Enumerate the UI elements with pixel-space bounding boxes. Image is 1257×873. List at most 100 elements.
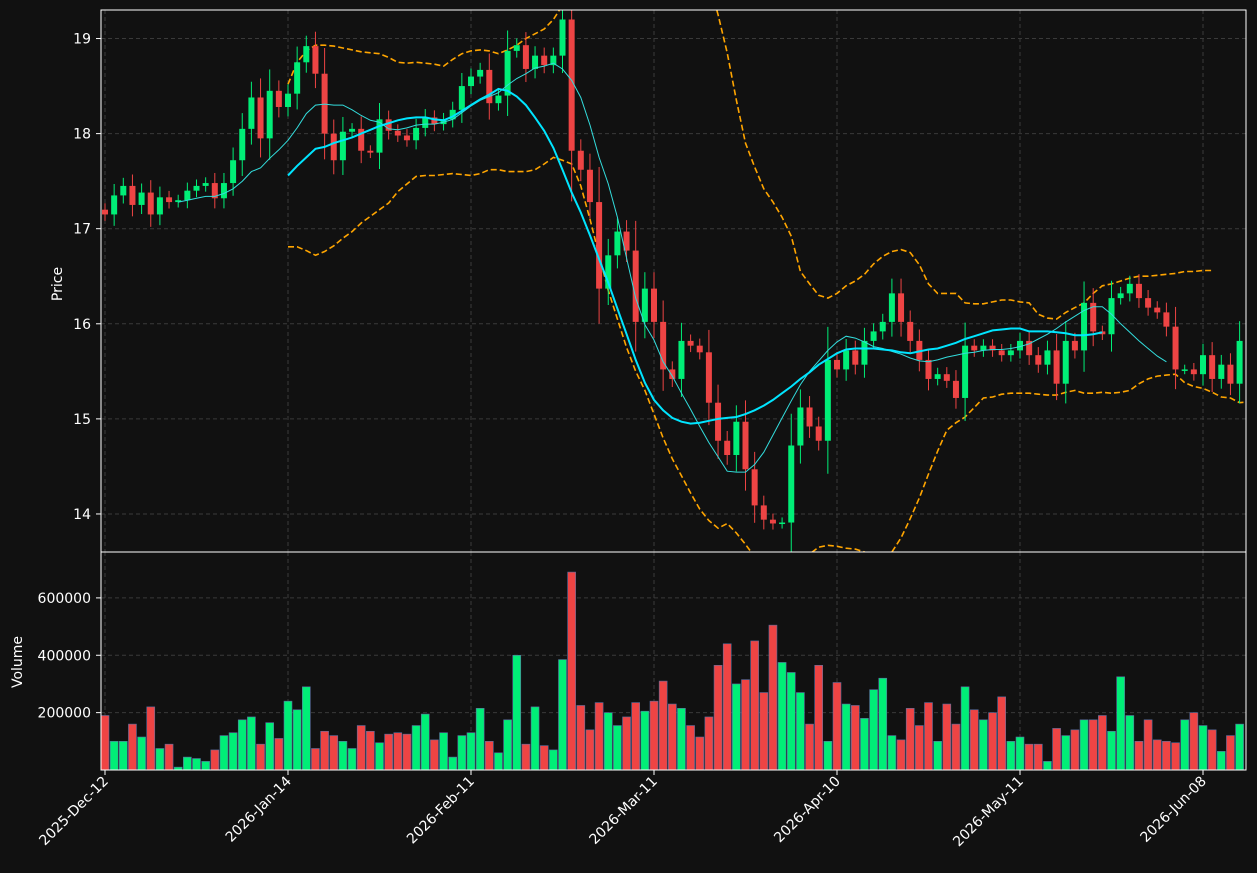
volume-bar [905,708,915,771]
candle-body [202,183,209,186]
volume-bar [594,702,604,771]
volume-bar [1043,761,1052,771]
volume-bar [951,723,961,771]
volume-bar [667,703,677,771]
volume-bar [1006,741,1016,771]
volume-bar [777,662,787,771]
volume-bar [1116,676,1125,771]
volume-axis-label: Volume [10,636,26,688]
volume-bar [823,741,833,771]
candle-body [1081,302,1088,351]
candle-body [330,133,337,161]
candle-body [486,69,493,104]
candle-body [586,169,593,203]
volume-bar [759,692,769,771]
volume-bar [366,730,375,771]
candle-body [861,340,868,365]
candle-body [339,131,346,161]
candle-body [943,374,950,381]
candle-body [1090,302,1097,332]
candle-body [998,350,1005,356]
volume-bar [320,730,329,771]
volume-bar [210,749,220,771]
volume-bar [558,659,567,771]
volume-bar [420,713,430,771]
volume-bar [164,743,174,771]
candle-body [294,62,301,94]
volume-bar [109,741,119,771]
candle-body [1209,355,1216,379]
volume-bar [603,712,613,771]
volume-bar [1235,723,1244,771]
candle-body [797,407,804,446]
candle-body [614,231,621,256]
candle-body [102,209,108,215]
candle-body [275,90,282,107]
candle-body [962,345,969,398]
volume-bar [521,743,531,771]
candle-body [1062,340,1069,384]
volume-bar [695,736,705,771]
volume-bar [933,741,942,771]
volume-bar [1189,712,1199,771]
candle-body [138,192,145,205]
volume-bar [979,719,988,771]
candle-body [257,97,264,139]
candle-body [513,45,520,51]
volume-bar [356,725,366,771]
candle-body [111,195,118,215]
volume-bar [100,715,110,771]
volume-bar [1162,741,1171,771]
candle-body [532,55,539,69]
candle-body [166,197,173,203]
volume-bar [1088,719,1098,771]
volume-bar [411,725,421,771]
candle-body [934,374,941,379]
candle-body [376,119,383,153]
volume-bar [1015,736,1025,771]
volume-bar [805,723,814,771]
candle-body [285,93,291,107]
volume-bar [613,725,622,771]
candle-body [696,345,703,353]
volume-bar [997,696,1007,771]
candle-body [266,90,273,139]
candle-body [184,190,191,201]
candle-body [193,185,200,191]
candle-body [724,440,731,456]
volume-bar [869,689,878,771]
price-tick-label: 15 [73,412,91,428]
candle-body [239,128,246,161]
volume-bar [960,686,970,771]
volume-bar [247,716,256,771]
candle-body [477,69,484,77]
candle-body [715,402,722,441]
candle-body [971,345,978,351]
candle-body [815,426,822,441]
candle-body [349,128,356,132]
volume-bar [448,756,458,771]
volume-bar [722,643,732,771]
volume-bar [1134,741,1144,771]
candle-body [367,150,374,153]
candle-body [925,359,932,379]
candle-body [843,350,850,370]
candle-body [898,293,905,322]
candle-body [1035,355,1042,365]
volume-bar [466,732,476,771]
candle-body [1026,340,1033,356]
candle-body [403,135,410,141]
candle-body [550,55,557,66]
volume-bar [631,702,641,771]
volume-bar [1107,730,1116,771]
fast-moving-average-line [178,62,1167,473]
volume-bar [183,756,192,771]
candle-body [1126,283,1133,294]
volume-bar [814,665,824,771]
volume-bar [832,682,842,771]
volume-bar [1198,725,1208,771]
volume-bar [201,761,210,771]
candle-body [751,469,758,506]
volume-tick-label: 600000 [38,591,91,607]
candle-body [431,117,438,125]
